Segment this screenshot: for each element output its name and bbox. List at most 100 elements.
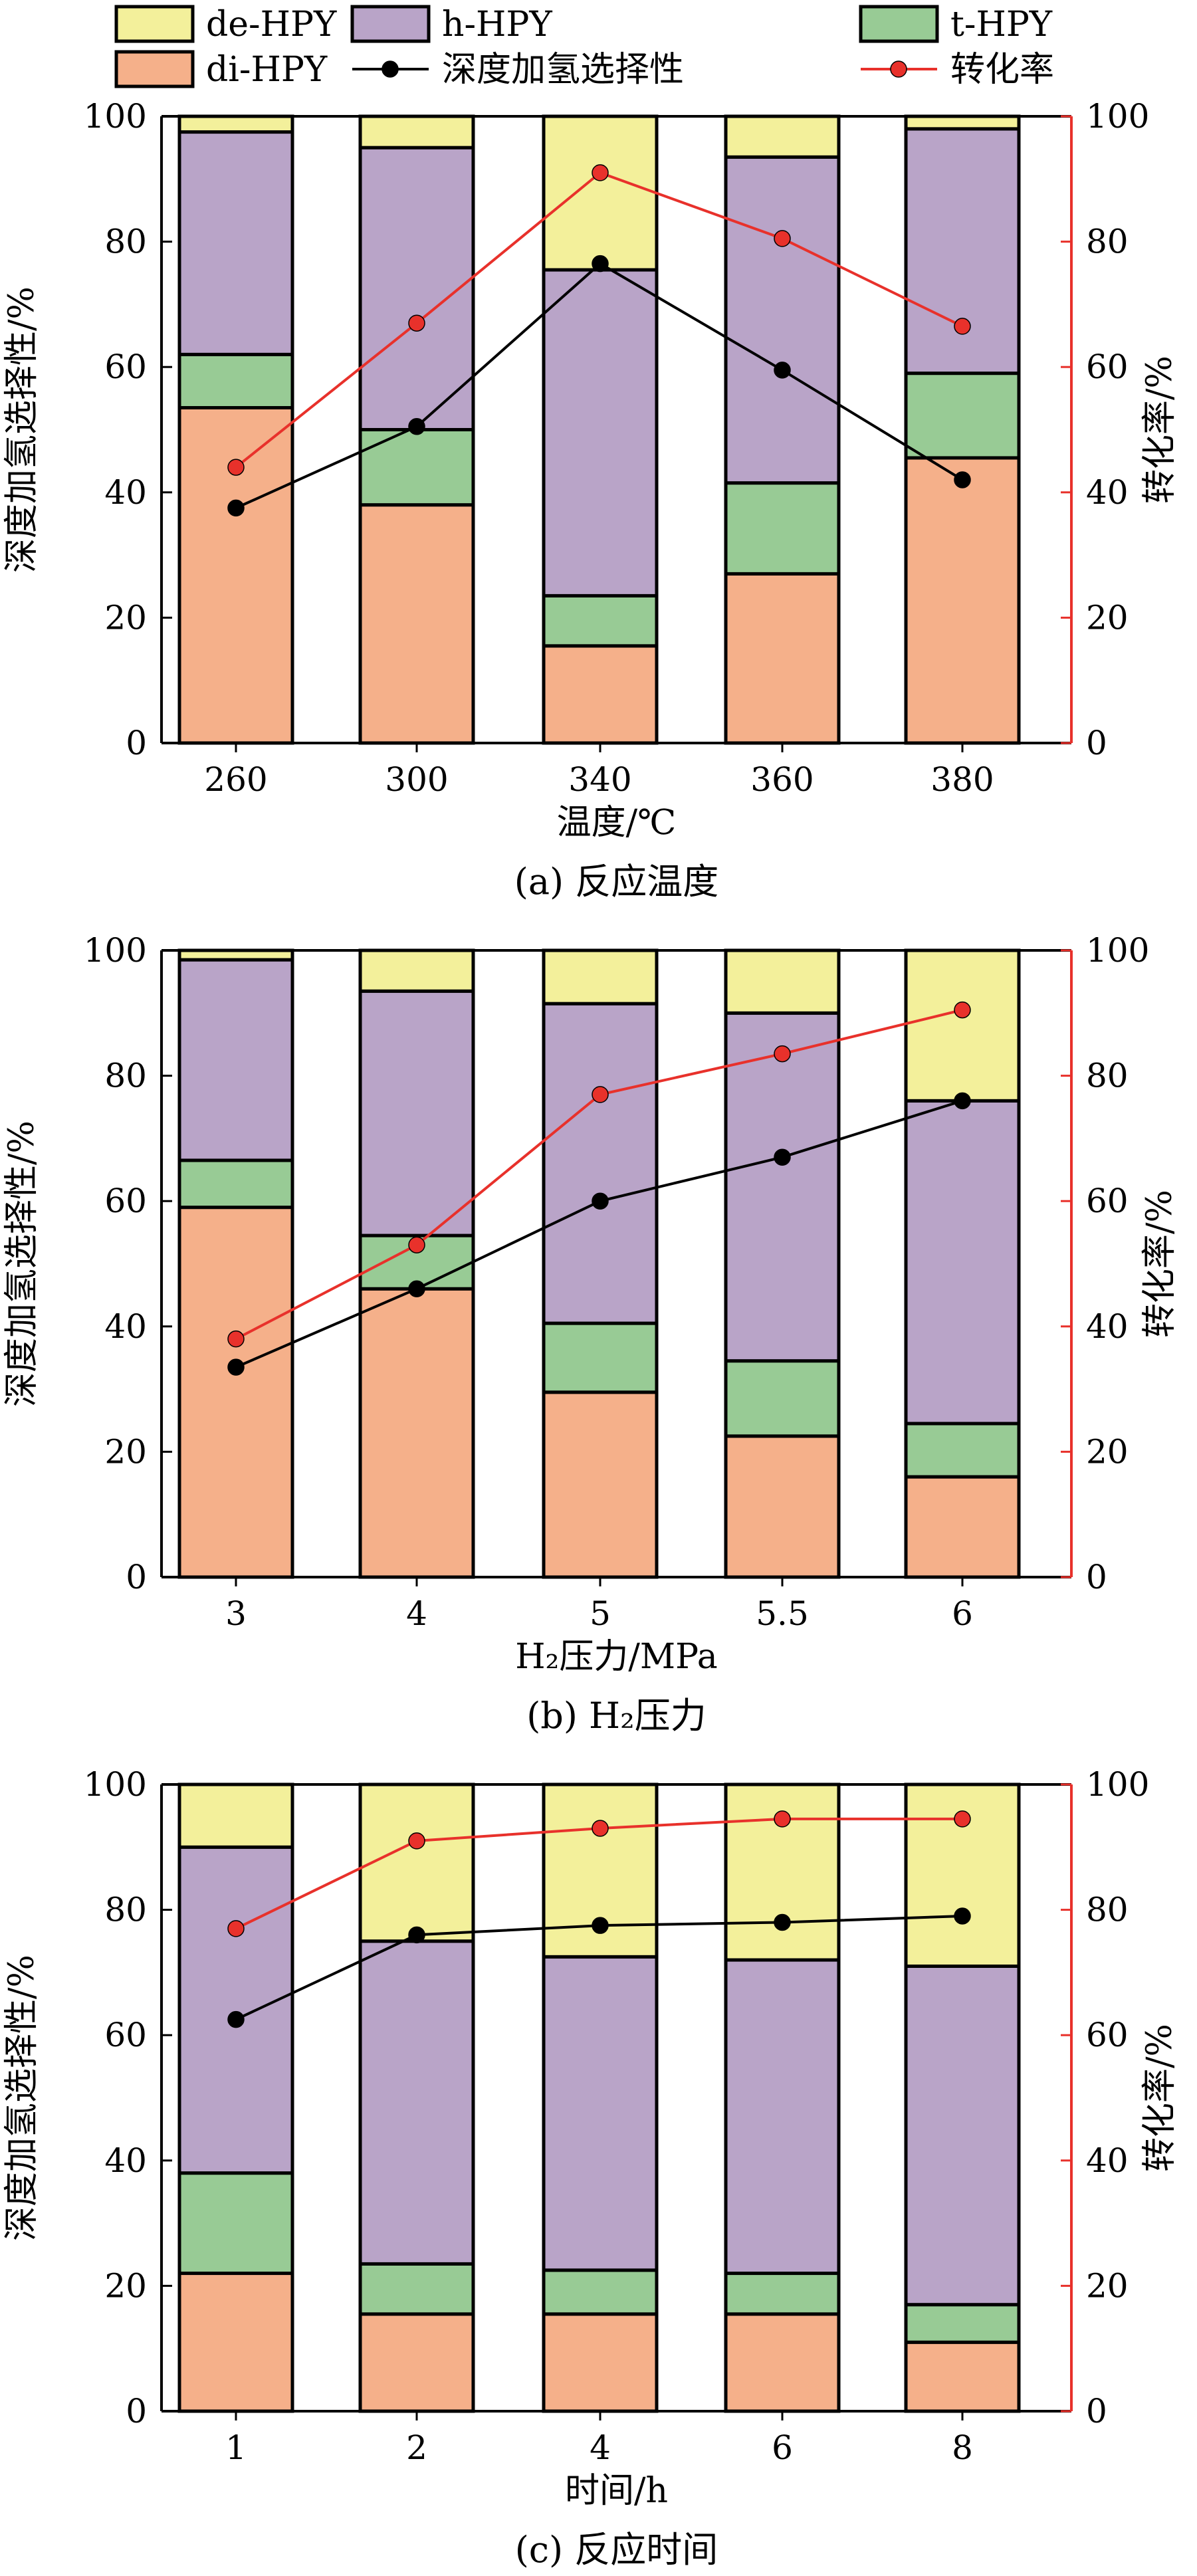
point-sel-1 [408,418,425,435]
bar-di-4 [904,2340,1021,2413]
right-tick-label: 40 [1086,1307,1129,1346]
bar-t-3 [724,2272,841,2316]
legend-swatch-di [114,50,195,88]
bar-h-3 [724,1011,841,1363]
x-tick-label: 3 [225,1594,247,1633]
point-conv-2 [592,1820,609,1837]
x-tick-label: 4 [590,2428,611,2467]
left-tick-label: 80 [104,1891,147,1929]
x-axis-label: 时间/h [565,2471,668,2511]
bar-t-0 [177,1158,294,1210]
panel-caption: (b) H₂压力 [526,1695,707,1737]
x-tick-label: 5 [590,1594,611,1633]
point-sel-0 [227,499,245,517]
bar-t-3 [724,481,841,576]
bar-di-2 [542,644,659,745]
legend-swatch-t [859,5,939,43]
point-sel-4 [954,1092,971,1110]
bar-di-4 [904,456,1021,745]
point-sel-1 [408,1926,425,1944]
bar-h-2 [542,268,659,597]
legend-item-di: di-HPY [114,50,328,90]
bar-di-3 [724,1434,841,1579]
left-tick-label: 40 [104,1307,147,1346]
left-tick-label: 60 [104,348,147,386]
bar-di-0 [177,1206,294,1579]
point-conv-4 [954,318,971,335]
bar-de-1 [358,1782,475,1943]
point-conv-0 [227,459,245,476]
x-tick-label: 380 [930,760,994,799]
point-conv-4 [954,1001,971,1019]
chart-panel-0: 0 0 20 20 40 40 60 60 80 80 100 100 260 300 340 360 380 深… [2,97,1180,903]
bar-h-1 [358,146,475,431]
x-tick-label: 2 [406,2428,427,2467]
bar-de-1 [358,948,475,993]
left-tick-label: 20 [104,598,147,637]
bar-de-4 [904,948,1021,1103]
bar-h-4 [904,1099,1021,1426]
point-sel-0 [227,2010,245,2028]
bar-de-0 [177,948,294,962]
point-conv-3 [774,1045,791,1063]
bar-h-4 [904,1964,1021,2307]
bar-di-0 [177,405,294,745]
bar-h-2 [542,1955,659,2272]
left-tick-label: 60 [104,2016,147,2054]
bar-de-3 [724,114,841,159]
legend-swatch-h [350,5,431,43]
point-conv-2 [592,164,609,181]
point-sel-3 [774,1913,791,1931]
bar-de-2 [542,948,659,1006]
legend-label-h: h-HPY [442,5,552,45]
right-tick-label: 100 [1086,931,1149,970]
bar-di-4 [904,1475,1021,1579]
point-conv-1 [408,314,425,332]
left-tick-label: 40 [104,473,147,512]
point-sel-1 [408,1280,425,1297]
x-tick-label: 6 [952,1594,973,1633]
left-tick-label: 20 [104,1432,147,1471]
point-conv-4 [954,1810,971,1828]
legend-label-sel: 深度加氢选择性 [442,50,684,90]
legend-marker-sel [381,60,399,78]
legend-item-de: de-HPY [114,5,337,45]
point-sel-3 [774,362,791,379]
x-tick-label: 300 [385,760,448,799]
x-axis-label: 温度/℃ [557,803,677,843]
bar-t-4 [904,372,1021,460]
point-sel-2 [592,1192,609,1210]
point-conv-2 [592,1086,609,1103]
bar-de-0 [177,114,294,134]
legend-item-h: h-HPY [350,5,552,45]
legend-marker-conv [890,60,907,78]
bar-de-3 [724,948,841,1015]
bar-di-2 [542,2312,659,2413]
bar-de-0 [177,1782,294,1849]
bar-h-1 [358,989,475,1237]
right-tick-label: 0 [1086,1558,1107,1596]
y2-axis-label: 转化率/% [1140,1190,1180,1338]
right-tick-label: 0 [1086,2392,1107,2430]
bar-di-1 [358,1287,475,1579]
panel-caption: (a) 反应温度 [514,861,719,903]
legend-swatch-de [114,5,195,43]
left-tick-label: 0 [126,1558,147,1596]
left-tick-label: 40 [104,2141,147,2180]
legend-item-sel: 深度加氢选择性 [352,50,684,90]
bar-h-3 [724,155,841,485]
bar-di-1 [358,2312,475,2413]
right-tick-label: 0 [1086,724,1107,762]
y2-axis-label: 转化率/% [1140,356,1180,504]
legend-item-conv: 转化率 [861,50,1054,90]
left-tick-label: 100 [84,931,147,970]
bar-t-1 [358,2262,475,2316]
right-tick-label: 100 [1086,97,1149,136]
bar-t-0 [177,352,294,409]
bar-h-2 [542,1002,659,1325]
left-tick-label: 100 [84,1765,147,1804]
point-sel-2 [592,1917,609,1934]
legend-label-conv: 转化率 [950,50,1054,90]
